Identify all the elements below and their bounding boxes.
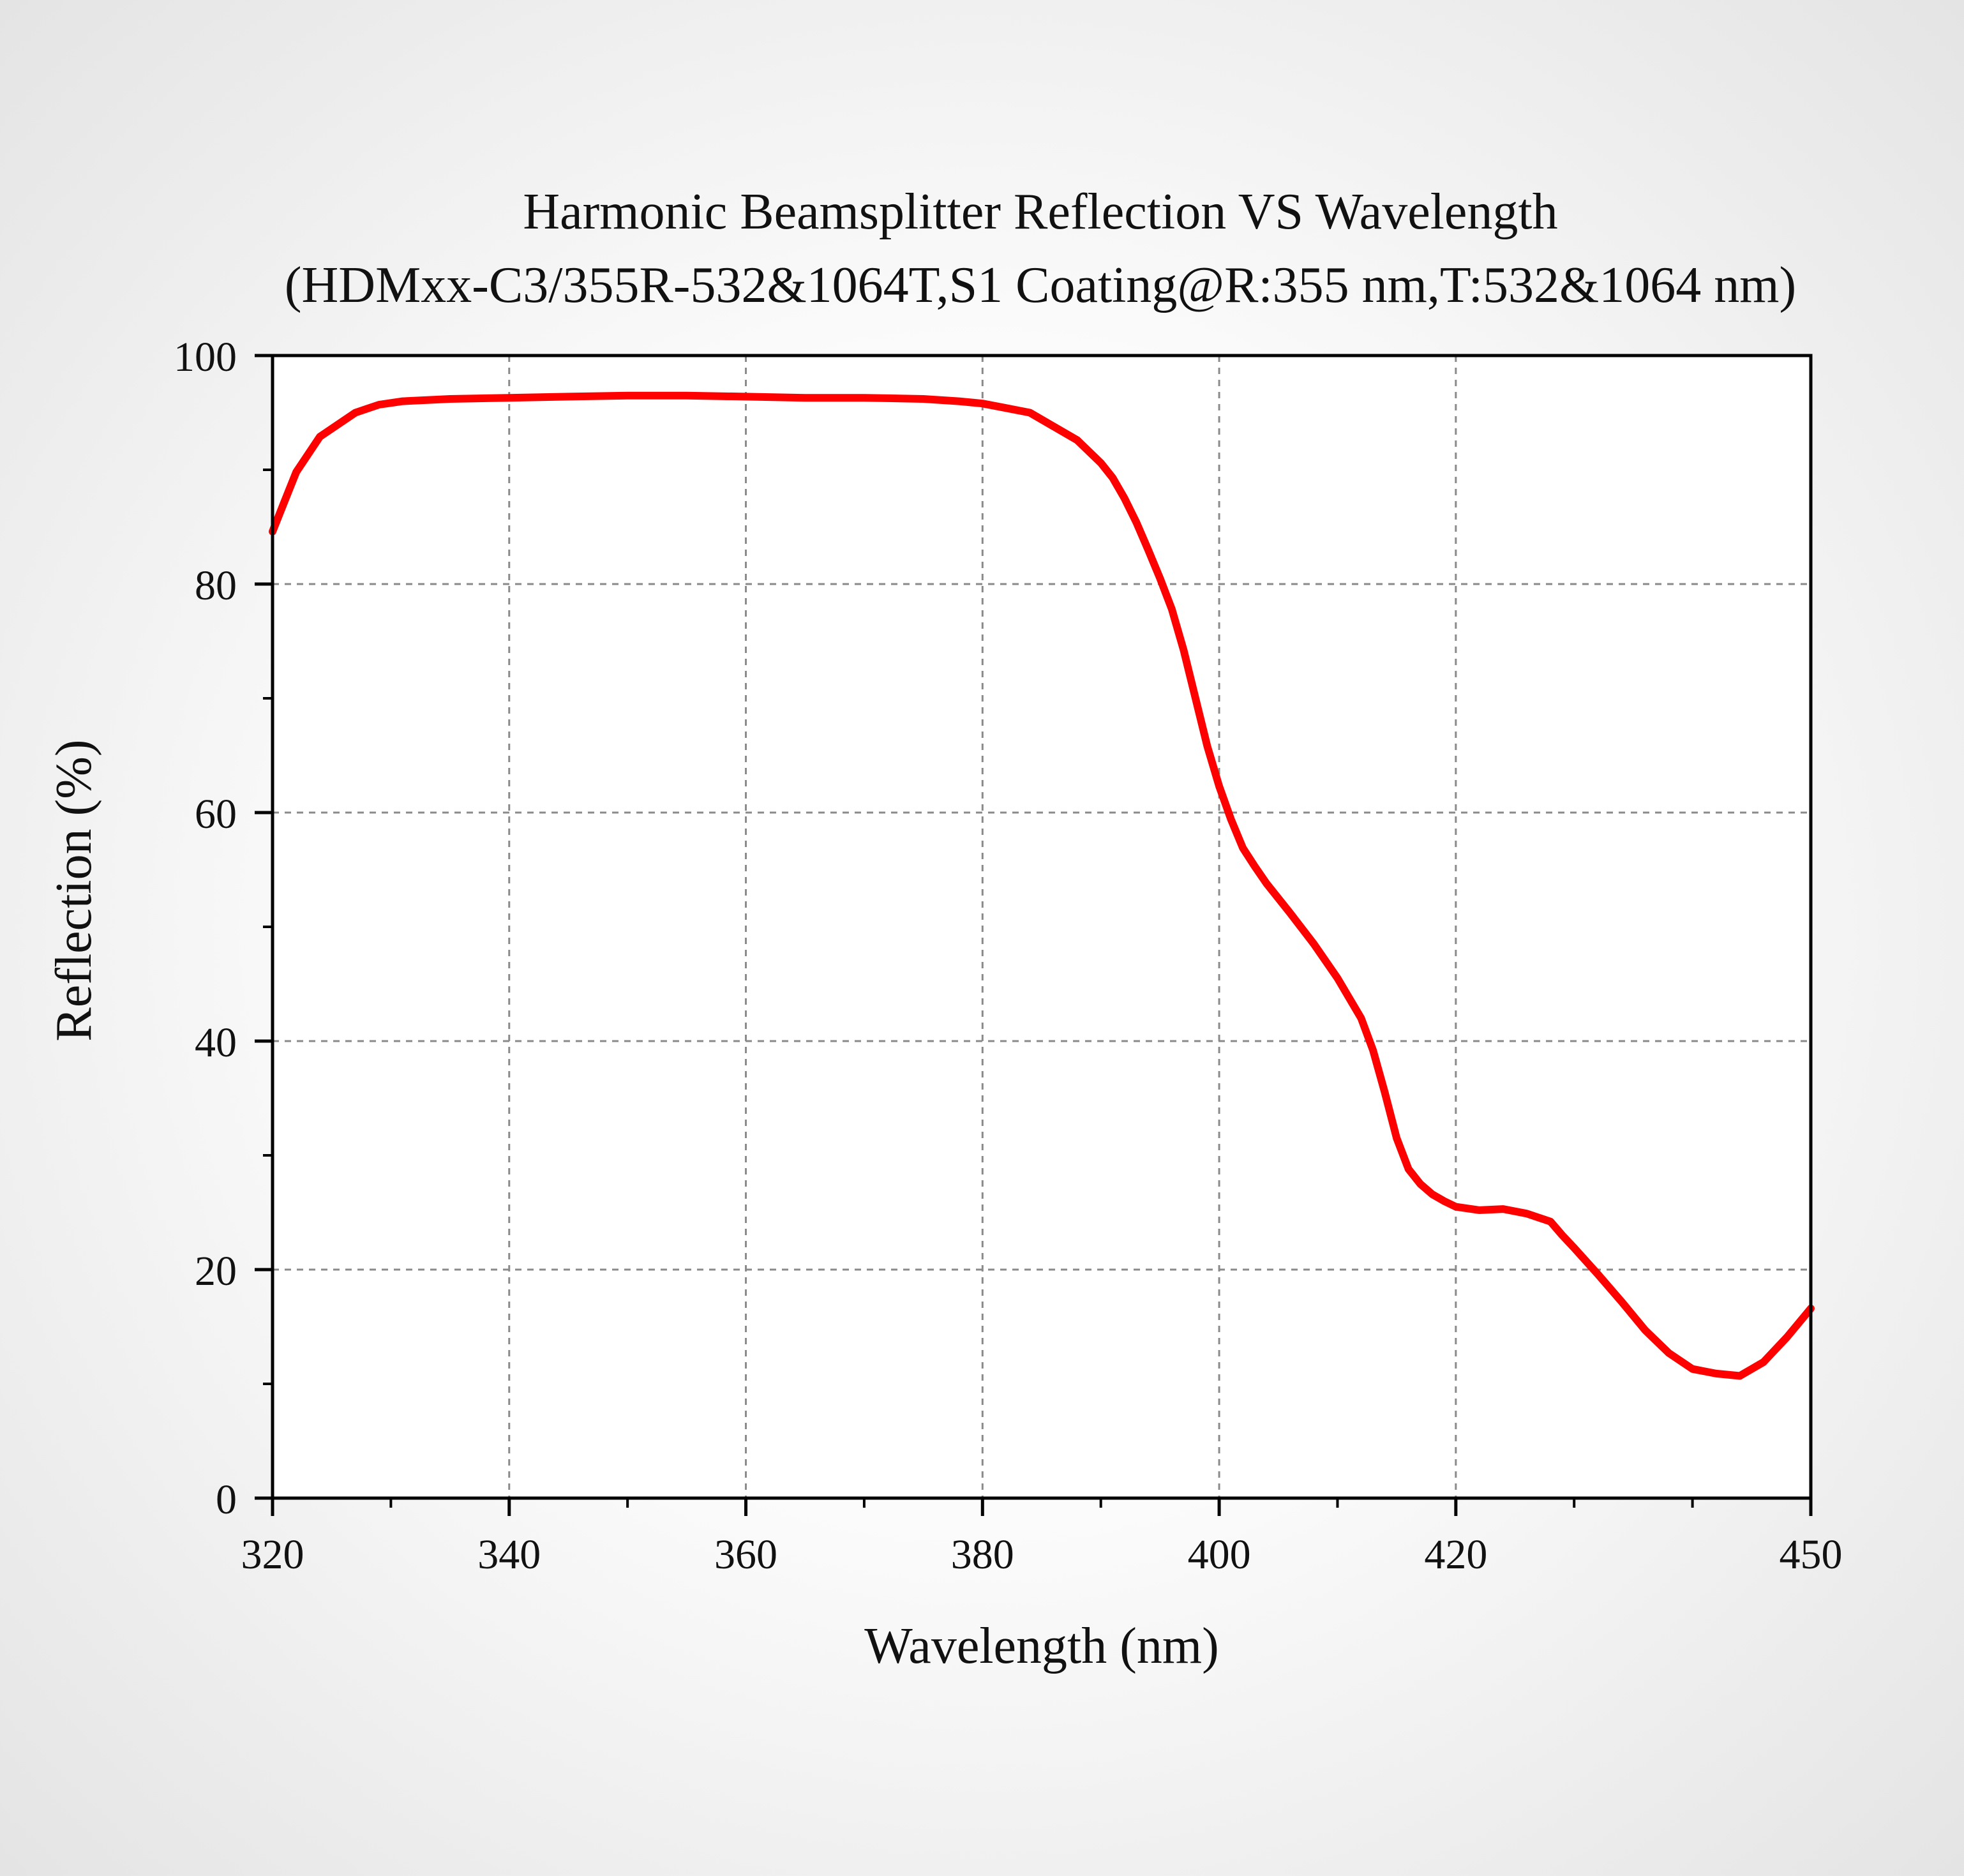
chart-subtitle: (HDMxx-C3/355R-532&1064T,S1 Coating@R:35… (285, 257, 1796, 313)
x-tick-label-420: 420 (1424, 1531, 1487, 1578)
series-layer (269, 391, 1815, 1380)
x-tick-label-400: 400 (1188, 1531, 1251, 1578)
tick-labels: 320 340 360 380 400 420 450 0 20 40 60 80 100 (174, 334, 1843, 1578)
y-tick-label-40: 40 (195, 1019, 237, 1066)
x-tick-label-450: 450 (1780, 1531, 1843, 1578)
chart-title: Harmonic Beamsplitter Reflection VS Wave… (523, 184, 1557, 240)
axis-ticks (255, 354, 1813, 1516)
y-tick-label-100: 100 (174, 334, 237, 380)
y-tick-label-60: 60 (195, 791, 237, 837)
x-tick-label-380: 380 (951, 1531, 1014, 1578)
grid-lines (273, 356, 1811, 1498)
y-tick-label-20: 20 (195, 1248, 237, 1294)
x-axis-label: Wavelength (nm) (864, 1618, 1219, 1674)
reflection-curve-0 (269, 391, 1815, 1380)
x-tick-label-340: 340 (477, 1531, 541, 1578)
plot-frame (271, 354, 1813, 1500)
y-axis-label: Reflection (%) (46, 739, 102, 1041)
y-tick-label-0: 0 (216, 1476, 237, 1523)
x-tick-label-360: 360 (714, 1531, 777, 1578)
plot-area (273, 356, 1811, 1498)
x-tick-label-320: 320 (241, 1531, 304, 1578)
y-tick-label-80: 80 (195, 562, 237, 609)
